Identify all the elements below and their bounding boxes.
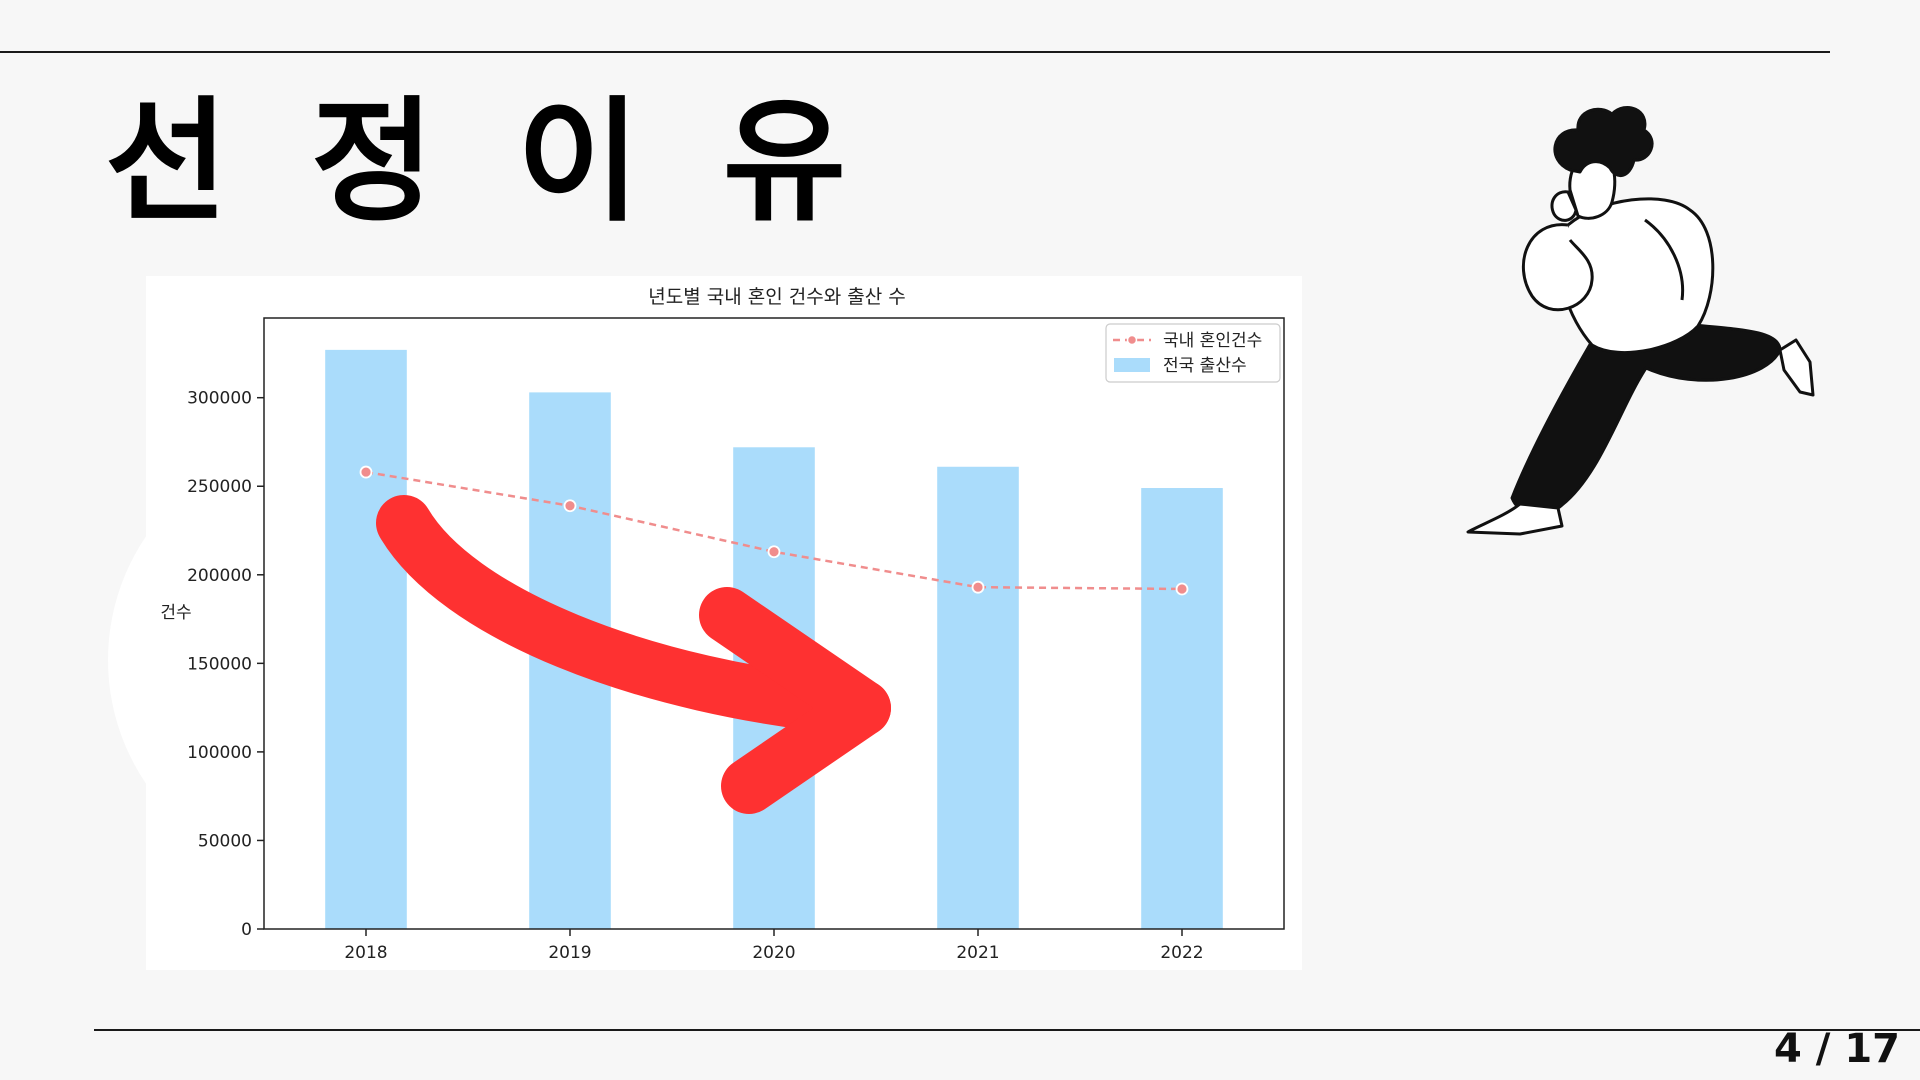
slide-title: 선 정 이 유 <box>105 84 865 240</box>
line-marriages <box>365 470 1183 591</box>
x-tick-label: 2018 <box>344 943 387 963</box>
y-tick-label: 0 <box>241 920 252 940</box>
top-divider <box>0 51 1830 53</box>
y-tick-label: 300000 <box>187 389 252 409</box>
y-tick-label: 200000 <box>187 566 252 586</box>
page-number: 4 / 17 <box>1774 1026 1900 1072</box>
y-axis-label: 건수 <box>160 603 191 623</box>
trend-arrow <box>376 495 891 814</box>
y-tick-label: 50000 <box>198 831 252 851</box>
bar-births-2018 <box>325 349 407 929</box>
legend-line-dot <box>1126 334 1138 346</box>
legend-label-births: 전국 출산수 <box>1163 356 1247 376</box>
x-tick-label: 2019 <box>548 943 591 963</box>
point-marriages-2020 <box>767 545 781 559</box>
point-marriages-2021 <box>971 580 985 594</box>
bottom-divider <box>94 1029 1920 1031</box>
bar-births-2021 <box>937 466 1019 929</box>
point-marriages-2018 <box>359 465 373 479</box>
y-tick-label: 250000 <box>187 477 252 497</box>
legend: 국내 혼인건수 전국 출산수 <box>1105 323 1281 383</box>
x-tick-label: 2020 <box>752 943 795 963</box>
point-marriages-2019 <box>563 499 577 513</box>
legend-bar-swatch <box>1114 358 1150 372</box>
legend-label-marriage: 국내 혼인건수 <box>1163 331 1262 351</box>
person-illustration <box>1466 105 1815 536</box>
plot-frame <box>263 317 1285 930</box>
x-tick-label: 2022 <box>1160 943 1203 963</box>
point-marriages-2022 <box>1175 582 1189 596</box>
chart-card: 년도별 국내 혼인 건수와 출산 수 건수 0 50000 100000 150000… <box>146 276 1302 970</box>
chart: 년도별 국내 혼인 건수와 출산 수 건수 0 50000 100000 150000… <box>160 286 1285 963</box>
bar-births-2022 <box>1141 488 1223 929</box>
chart-title: 년도별 국내 혼인 건수와 출산 수 <box>648 286 905 308</box>
x-tick-label: 2021 <box>956 943 999 963</box>
y-tick-label: 150000 <box>187 654 252 674</box>
y-tick-label: 100000 <box>187 743 252 763</box>
